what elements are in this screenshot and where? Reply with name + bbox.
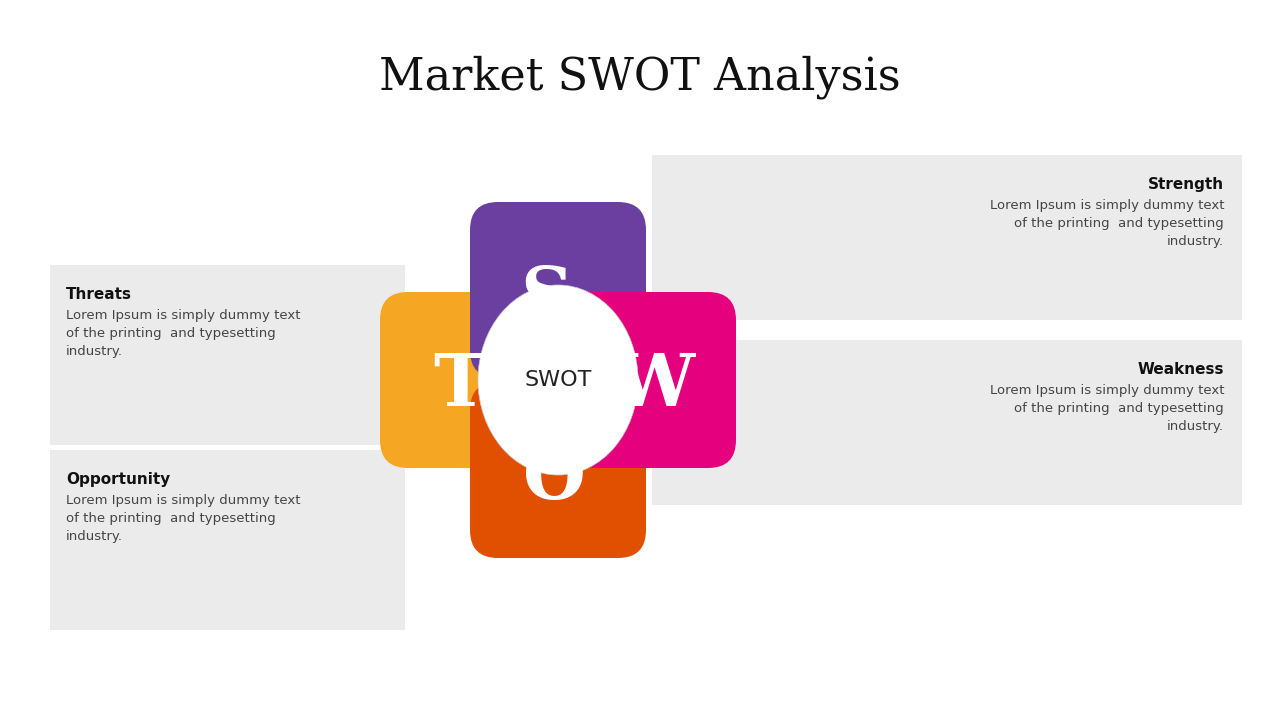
Text: Strength: Strength	[1148, 177, 1224, 192]
Ellipse shape	[477, 285, 637, 475]
FancyBboxPatch shape	[652, 155, 1242, 320]
FancyBboxPatch shape	[470, 382, 646, 558]
Text: T: T	[433, 349, 486, 420]
Text: Lorem Ipsum is simply dummy text
of the printing  and typesetting
industry.: Lorem Ipsum is simply dummy text of the …	[989, 384, 1224, 433]
FancyBboxPatch shape	[470, 202, 646, 378]
Text: W: W	[613, 349, 695, 420]
FancyBboxPatch shape	[50, 265, 404, 445]
Text: Opportunity: Opportunity	[67, 472, 170, 487]
Text: Market SWOT Analysis: Market SWOT Analysis	[379, 55, 901, 99]
Text: Lorem Ipsum is simply dummy text
of the printing  and typesetting
industry.: Lorem Ipsum is simply dummy text of the …	[989, 199, 1224, 248]
Text: Lorem Ipsum is simply dummy text
of the printing  and typesetting
industry.: Lorem Ipsum is simply dummy text of the …	[67, 494, 301, 543]
Text: S: S	[520, 263, 572, 333]
Text: Lorem Ipsum is simply dummy text
of the printing  and typesetting
industry.: Lorem Ipsum is simply dummy text of the …	[67, 309, 301, 358]
FancyBboxPatch shape	[652, 340, 1242, 505]
FancyBboxPatch shape	[380, 292, 556, 468]
FancyBboxPatch shape	[50, 450, 404, 630]
Text: Threats: Threats	[67, 287, 132, 302]
Text: O: O	[522, 443, 585, 513]
FancyBboxPatch shape	[561, 292, 736, 468]
Text: SWOT: SWOT	[525, 370, 591, 390]
Text: Weakness: Weakness	[1138, 362, 1224, 377]
